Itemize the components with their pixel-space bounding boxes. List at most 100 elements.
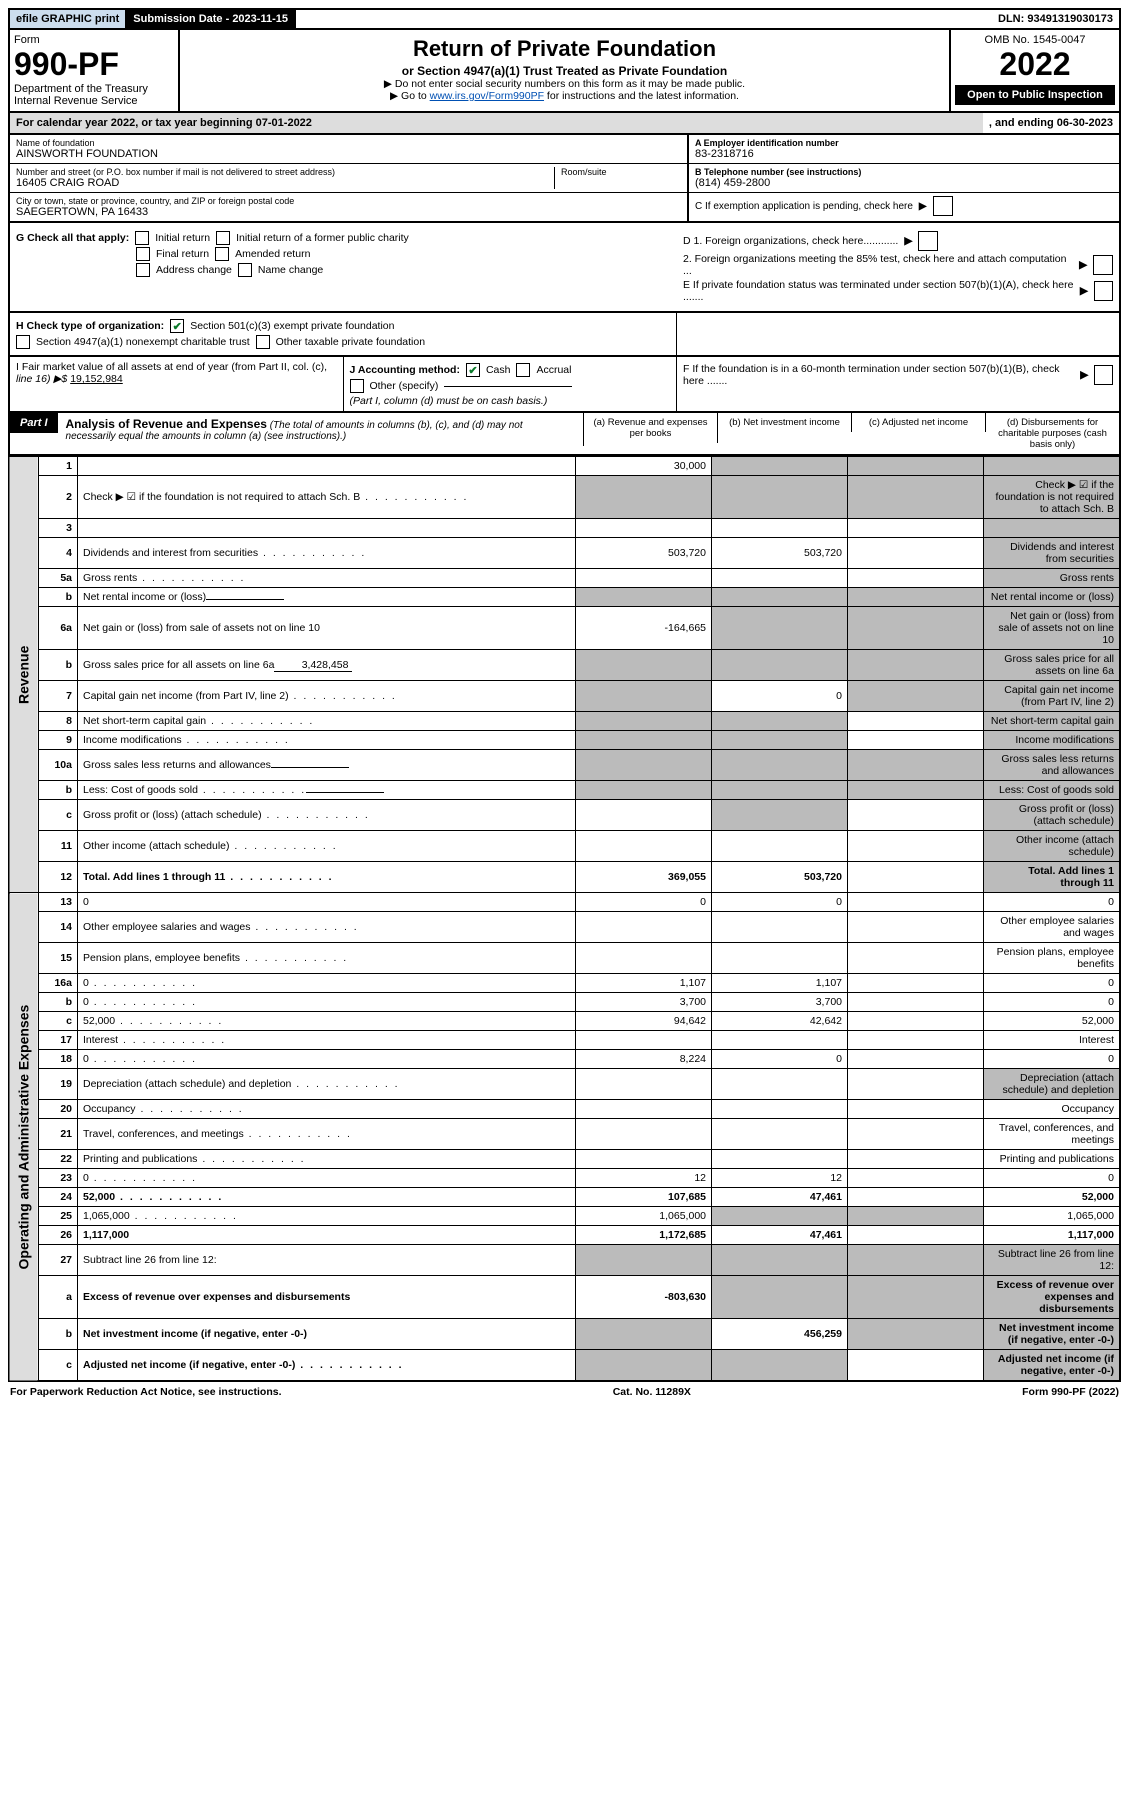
line-description: 0 — [78, 993, 576, 1012]
amount-col-b: 1,107 — [712, 974, 848, 993]
amount-col-c — [848, 1207, 984, 1226]
revenue-tab: Revenue — [9, 457, 39, 893]
line-description: Occupancy — [78, 1100, 576, 1119]
amount-col-c — [848, 862, 984, 893]
room-label: Room/suite — [561, 167, 681, 177]
line-number: 27 — [39, 1245, 78, 1276]
goto-note: ▶ Go to www.irs.gov/Form990PF for instru… — [188, 90, 941, 102]
final-return-checkbox[interactable] — [136, 247, 150, 261]
line-number: 25 — [39, 1207, 78, 1226]
d1-checkbox[interactable] — [918, 231, 938, 251]
e-label: E If private foundation status was termi… — [683, 279, 1074, 303]
amount-col-c — [848, 476, 984, 519]
line-description: Subtract line 26 from line 12: — [78, 1245, 576, 1276]
j-cash-label: Cash — [486, 364, 511, 376]
inline-amount — [206, 599, 284, 600]
initial-return-label: Initial return — [155, 232, 210, 244]
ein-label: A Employer identification number — [695, 138, 1113, 148]
line-description: Net rental income or (loss) — [78, 588, 576, 607]
amount-col-c — [848, 712, 984, 731]
amount-col-c — [848, 781, 984, 800]
phone-label: B Telephone number (see instructions) — [695, 167, 1113, 177]
amount-col-d: 0 — [984, 974, 1121, 993]
amount-col-a — [576, 1245, 712, 1276]
amount-col-c — [848, 1050, 984, 1069]
h1-label: Section 501(c)(3) exempt private foundat… — [190, 320, 394, 332]
amount-col-d: Excess of revenue over expenses and disb… — [984, 1276, 1121, 1319]
i-label: I Fair market value of all assets at end… — [16, 361, 327, 373]
amount-col-a — [576, 1350, 712, 1382]
line-description: Depreciation (attach schedule) and deple… — [78, 1069, 576, 1100]
h1-checkbox[interactable]: ✔ — [170, 319, 184, 333]
amount-col-b — [712, 650, 848, 681]
amount-col-c — [848, 1012, 984, 1031]
amount-col-d — [984, 519, 1121, 538]
e-checkbox[interactable] — [1094, 281, 1113, 301]
name-change-label: Name change — [258, 264, 323, 276]
amount-col-c — [848, 1031, 984, 1050]
line-description: Printing and publications — [78, 1150, 576, 1169]
amount-col-a: -803,630 — [576, 1276, 712, 1319]
i-value: 19,152,984 — [70, 373, 123, 385]
amount-col-c — [848, 650, 984, 681]
amount-col-d: Subtract line 26 from line 12: — [984, 1245, 1121, 1276]
amount-col-d: Less: Cost of goods sold — [984, 781, 1121, 800]
form-number: 990-PF — [14, 46, 174, 83]
amended-return-checkbox[interactable] — [215, 247, 229, 261]
line-number: c — [39, 1350, 78, 1382]
h2-checkbox[interactable] — [16, 335, 30, 349]
city-value: SAEGERTOWN, PA 16433 — [16, 206, 681, 218]
initial-return-former-checkbox[interactable] — [216, 231, 230, 245]
h3-checkbox[interactable] — [256, 335, 270, 349]
exemption-pending-checkbox[interactable] — [933, 196, 953, 216]
amount-col-d: 0 — [984, 993, 1121, 1012]
j-accrual-checkbox[interactable] — [516, 363, 530, 377]
amount-col-a — [576, 831, 712, 862]
line-number: 3 — [39, 519, 78, 538]
i-line-label: line 16) ▶$ — [16, 373, 70, 385]
amount-col-c — [848, 569, 984, 588]
amount-col-d: Other employee salaries and wages — [984, 912, 1121, 943]
calendar-year-row: For calendar year 2022, or tax year begi… — [8, 113, 1121, 135]
amount-col-a — [576, 1119, 712, 1150]
line-description — [78, 519, 576, 538]
form-word: Form — [14, 34, 174, 46]
amount-col-a: 94,642 — [576, 1012, 712, 1031]
line-number: 16a — [39, 974, 78, 993]
line-number: 20 — [39, 1100, 78, 1119]
line-description: 0 — [78, 893, 576, 912]
amount-col-c — [848, 1276, 984, 1319]
address-change-checkbox[interactable] — [136, 263, 150, 277]
line-description: Net short-term capital gain — [78, 712, 576, 731]
initial-return-checkbox[interactable] — [135, 231, 149, 245]
amount-col-b — [712, 800, 848, 831]
amount-col-c — [848, 731, 984, 750]
amount-col-d: Net investment income (if negative, ente… — [984, 1319, 1121, 1350]
line-number: 17 — [39, 1031, 78, 1050]
form990pf-link[interactable]: www.irs.gov/Form990PF — [430, 90, 544, 102]
amount-col-b — [712, 712, 848, 731]
efile-print-button[interactable]: efile GRAPHIC print — [10, 10, 127, 28]
amount-col-b: 456,259 — [712, 1319, 848, 1350]
j-other-checkbox[interactable] — [350, 379, 364, 393]
amount-col-c — [848, 681, 984, 712]
line-number: 22 — [39, 1150, 78, 1169]
entity-info-block: Name of foundation AINSWORTH FOUNDATION … — [8, 135, 1121, 223]
line-number: 26 — [39, 1226, 78, 1245]
line-number: 9 — [39, 731, 78, 750]
j-cash-checkbox[interactable]: ✔ — [466, 363, 480, 377]
amount-col-b: 3,700 — [712, 993, 848, 1012]
amount-col-b — [712, 1350, 848, 1382]
amount-col-d: Printing and publications — [984, 1150, 1121, 1169]
line-number: 8 — [39, 712, 78, 731]
h-row: H Check type of organization: ✔Section 5… — [8, 313, 1121, 357]
d2-checkbox[interactable] — [1093, 255, 1113, 275]
line-number: 7 — [39, 681, 78, 712]
amount-col-c — [848, 1069, 984, 1100]
amount-col-a: 3,700 — [576, 993, 712, 1012]
f-checkbox[interactable] — [1094, 365, 1113, 385]
amount-col-c — [848, 893, 984, 912]
form-subtitle: or Section 4947(a)(1) Trust Treated as P… — [188, 64, 941, 78]
amount-col-d: Gross sales price for all assets on line… — [984, 650, 1121, 681]
name-change-checkbox[interactable] — [238, 263, 252, 277]
